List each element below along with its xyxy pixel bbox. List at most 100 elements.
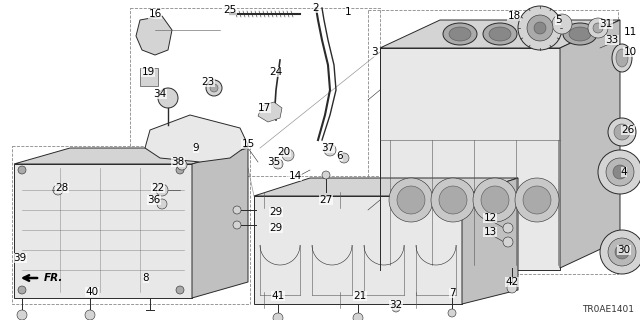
Circle shape bbox=[588, 18, 608, 38]
Circle shape bbox=[273, 313, 283, 320]
Text: 22: 22 bbox=[152, 183, 164, 193]
Text: 9: 9 bbox=[193, 143, 199, 153]
Circle shape bbox=[593, 23, 603, 33]
Text: 1: 1 bbox=[345, 7, 351, 17]
Text: 17: 17 bbox=[257, 103, 271, 113]
Text: 32: 32 bbox=[389, 300, 403, 310]
Text: 26: 26 bbox=[621, 125, 635, 135]
Circle shape bbox=[85, 310, 95, 320]
Ellipse shape bbox=[523, 23, 557, 45]
Polygon shape bbox=[380, 20, 620, 48]
Polygon shape bbox=[136, 16, 172, 55]
Text: 20: 20 bbox=[277, 147, 291, 157]
Circle shape bbox=[615, 245, 629, 259]
Circle shape bbox=[324, 144, 336, 156]
Circle shape bbox=[53, 185, 63, 195]
Ellipse shape bbox=[483, 23, 517, 45]
Circle shape bbox=[473, 178, 517, 222]
Text: 29: 29 bbox=[269, 223, 283, 233]
Polygon shape bbox=[254, 196, 462, 304]
Circle shape bbox=[210, 84, 218, 92]
Text: 42: 42 bbox=[506, 277, 518, 287]
Ellipse shape bbox=[569, 27, 591, 41]
Circle shape bbox=[322, 171, 330, 179]
Text: 8: 8 bbox=[143, 273, 149, 283]
Text: 21: 21 bbox=[353, 291, 367, 301]
Text: FR.: FR. bbox=[44, 273, 63, 283]
Polygon shape bbox=[380, 48, 560, 270]
Text: 5: 5 bbox=[555, 15, 561, 25]
Bar bbox=[140, 68, 158, 86]
Circle shape bbox=[439, 186, 467, 214]
Text: 34: 34 bbox=[154, 89, 166, 99]
Text: 39: 39 bbox=[13, 253, 27, 263]
Text: 30: 30 bbox=[618, 245, 630, 255]
Circle shape bbox=[233, 206, 241, 214]
Circle shape bbox=[392, 304, 400, 312]
Ellipse shape bbox=[443, 23, 477, 45]
Text: 24: 24 bbox=[269, 67, 283, 77]
Circle shape bbox=[515, 178, 559, 222]
Text: 4: 4 bbox=[621, 167, 627, 177]
Text: 25: 25 bbox=[223, 5, 237, 15]
Text: 31: 31 bbox=[600, 19, 612, 29]
Circle shape bbox=[523, 186, 551, 214]
Polygon shape bbox=[14, 164, 192, 298]
Circle shape bbox=[608, 238, 636, 266]
Text: 7: 7 bbox=[449, 288, 455, 298]
Ellipse shape bbox=[529, 27, 551, 41]
Circle shape bbox=[158, 88, 178, 108]
Circle shape bbox=[503, 223, 513, 233]
Circle shape bbox=[156, 184, 168, 196]
Circle shape bbox=[18, 166, 26, 174]
Text: 18: 18 bbox=[508, 11, 520, 21]
Circle shape bbox=[613, 165, 627, 179]
Text: 29: 29 bbox=[269, 207, 283, 217]
Circle shape bbox=[397, 186, 425, 214]
Circle shape bbox=[176, 166, 184, 174]
Circle shape bbox=[339, 153, 349, 163]
Circle shape bbox=[598, 150, 640, 194]
Text: 35: 35 bbox=[268, 157, 280, 167]
Circle shape bbox=[233, 221, 241, 229]
Text: 37: 37 bbox=[321, 143, 335, 153]
Circle shape bbox=[431, 178, 475, 222]
Circle shape bbox=[606, 158, 634, 186]
Ellipse shape bbox=[489, 27, 511, 41]
Circle shape bbox=[608, 118, 636, 146]
Text: 38: 38 bbox=[172, 157, 184, 167]
Text: 15: 15 bbox=[241, 139, 255, 149]
Ellipse shape bbox=[449, 27, 471, 41]
Ellipse shape bbox=[563, 23, 597, 45]
Text: 16: 16 bbox=[148, 9, 162, 19]
Circle shape bbox=[518, 6, 562, 50]
Ellipse shape bbox=[616, 49, 628, 67]
Text: 2: 2 bbox=[313, 3, 319, 13]
Circle shape bbox=[176, 286, 184, 294]
Text: 23: 23 bbox=[202, 77, 214, 87]
Bar bbox=[12, 146, 250, 304]
Circle shape bbox=[177, 160, 187, 170]
Text: 6: 6 bbox=[337, 151, 343, 161]
Text: 28: 28 bbox=[56, 183, 68, 193]
Circle shape bbox=[157, 199, 167, 209]
Text: 36: 36 bbox=[147, 195, 161, 205]
Text: 41: 41 bbox=[271, 291, 285, 301]
Text: 11: 11 bbox=[623, 27, 637, 37]
Circle shape bbox=[389, 178, 433, 222]
Text: 40: 40 bbox=[85, 287, 99, 297]
Text: 10: 10 bbox=[623, 47, 637, 57]
Text: 3: 3 bbox=[371, 47, 378, 57]
Circle shape bbox=[17, 310, 27, 320]
Circle shape bbox=[507, 283, 517, 293]
Circle shape bbox=[448, 309, 456, 317]
Text: 13: 13 bbox=[483, 227, 497, 237]
Text: 14: 14 bbox=[289, 171, 301, 181]
Polygon shape bbox=[145, 115, 248, 162]
Circle shape bbox=[534, 22, 546, 34]
Bar bbox=[130, 8, 380, 176]
Text: 27: 27 bbox=[319, 195, 333, 205]
Circle shape bbox=[282, 149, 294, 161]
Ellipse shape bbox=[612, 44, 632, 72]
Circle shape bbox=[503, 237, 513, 247]
